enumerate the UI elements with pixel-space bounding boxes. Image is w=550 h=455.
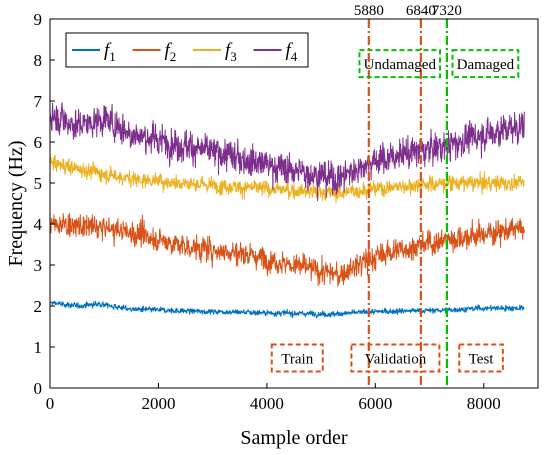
annotation-train: Train xyxy=(270,343,324,373)
annotation-text-damaged: Damaged xyxy=(457,57,515,73)
x-axis-label: Sample order xyxy=(240,427,348,449)
y-axis-ticks: 0 1 2 3 4 5 6 7 8 9 xyxy=(34,10,55,398)
annotation-box-undamaged xyxy=(358,49,442,79)
annotation-text-train: Train xyxy=(281,351,313,367)
y-tick-label-4: 4 xyxy=(34,215,43,234)
y-tick-label-1: 1 xyxy=(34,338,43,357)
x-tick-label-2000: 2000 xyxy=(141,394,175,413)
y-tick-label-6: 6 xyxy=(34,133,43,152)
y-tick-label-5: 5 xyxy=(34,174,43,193)
x-axis-ticks: 0 2000 4000 6000 8000 xyxy=(46,383,501,413)
series-line-f1 xyxy=(50,300,525,319)
legend: f1 f2 f3 f4 xyxy=(65,32,309,68)
plot-frame xyxy=(49,18,539,389)
boundary-label-7320: 7320 xyxy=(432,3,462,19)
legend-label-f1: f1 xyxy=(104,40,116,64)
annotation-box-test xyxy=(458,343,504,373)
series-layer xyxy=(50,102,525,319)
series-line-f4 xyxy=(50,102,525,202)
annotation-text-validation: Validation xyxy=(365,351,427,367)
y-tick-label-9: 9 xyxy=(34,10,43,29)
boundary-label-6840: 6840 xyxy=(406,3,436,19)
x-tick-label-8000: 8000 xyxy=(467,394,501,413)
annotation-box-damaged xyxy=(451,49,520,79)
y-tick-label-8: 8 xyxy=(34,51,43,70)
legend-label-f3: f3 xyxy=(225,40,237,64)
annotation-text-undamaged: Undamaged xyxy=(363,57,436,73)
boundary-label-5880: 5880 xyxy=(354,3,384,19)
annotation-box-validation xyxy=(350,343,441,373)
y-axis-label: Frequency (Hz) xyxy=(5,140,27,266)
y-tick-label-7: 7 xyxy=(34,92,43,111)
y-tick-label-3: 3 xyxy=(34,256,43,275)
annotation-test: Test xyxy=(458,343,504,373)
x-tick-label-0: 0 xyxy=(46,394,55,413)
annotation-validation: Validation xyxy=(350,343,441,373)
series-line-f2 xyxy=(50,213,525,288)
x-tick-label-4000: 4000 xyxy=(250,394,284,413)
annotation-damaged: Damaged xyxy=(451,49,520,79)
y-tick-label-0: 0 xyxy=(34,379,43,398)
annotation-undamaged: Undamaged xyxy=(358,49,442,79)
x-tick-label-6000: 6000 xyxy=(358,394,392,413)
legend-label-f2: f2 xyxy=(165,40,177,64)
region-annotations: Undamaged Damaged Train Validation Test xyxy=(270,49,520,373)
y-tick-label-2: 2 xyxy=(34,297,43,316)
annotation-box-train xyxy=(270,343,324,373)
annotation-text-test: Test xyxy=(469,351,495,367)
